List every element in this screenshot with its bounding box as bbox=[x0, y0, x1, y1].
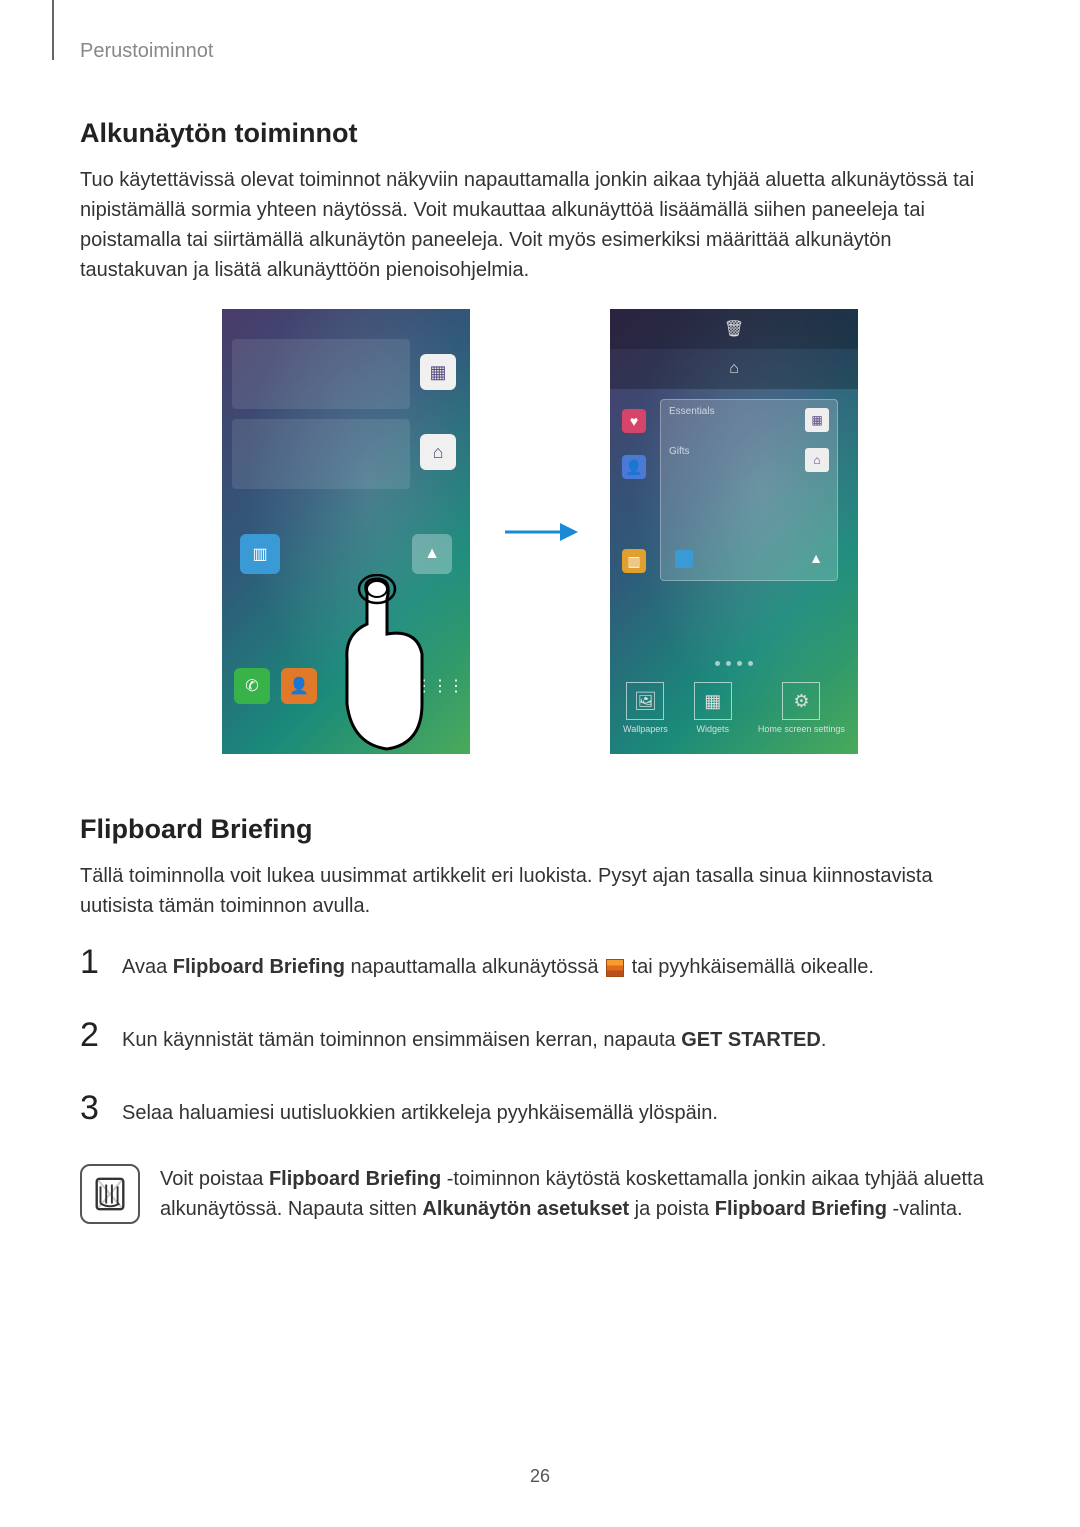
note-text: Voit poistaa Flipboard Briefing -toiminn… bbox=[160, 1164, 1000, 1224]
step-text: Selaa haluamiesi uutisluokkien artikkele… bbox=[122, 1098, 1000, 1128]
screenshot-home-edit-mode: 🗑 ⌂ ♥ 👤 ▥ Essentials Gifts ▦ ⌂ ▲ 🖼Wallpa… bbox=[610, 309, 858, 754]
home-settings-button: ⚙Home screen settings bbox=[758, 682, 845, 734]
heading-flipboard-briefing: Flipboard Briefing bbox=[80, 814, 1000, 845]
side-heart-icon: ♥ bbox=[622, 409, 646, 433]
remove-bar: 🗑 bbox=[610, 309, 858, 349]
mini-app-icon bbox=[675, 550, 693, 568]
set-home-bar: ⌂ bbox=[610, 349, 858, 389]
text: Voit poistaa bbox=[160, 1168, 269, 1190]
step-2: 2 Kun käynnistät tämän toiminnon ensimmä… bbox=[80, 1018, 1000, 1055]
screenshot-home-screen: ▦ ⌂ ▥ ▲ ✆ 👤 ⋮⋮⋮ bbox=[222, 309, 470, 754]
paragraph-flipboard-briefing: Tällä toiminnolla voit lukea uusimmat ar… bbox=[80, 861, 1000, 921]
screenshots-row: ▦ ⌂ ▥ ▲ ✆ 👤 ⋮⋮⋮ bbox=[80, 309, 1000, 754]
arrow-right-icon bbox=[500, 517, 580, 547]
finger-tap-illustration bbox=[327, 574, 447, 754]
text: ja poista bbox=[629, 1198, 715, 1220]
label: Widgets bbox=[697, 724, 730, 734]
label: Home screen settings bbox=[758, 724, 845, 734]
text: tai pyyhkäisemällä oikealle. bbox=[626, 956, 874, 978]
step-1: 1 Avaa Flipboard Briefing napauttamalla … bbox=[80, 945, 1000, 982]
home-edit-options: 🖼Wallpapers ▦Widgets ⚙Home screen settin… bbox=[610, 682, 858, 734]
note-icon bbox=[80, 1164, 140, 1224]
home-panel-preview: Essentials Gifts ▦ ⌂ ▲ bbox=[660, 399, 838, 581]
panel-label: Essentials bbox=[669, 406, 715, 417]
heading-home-screen-options: Alkunäytön toiminnot bbox=[80, 118, 1000, 149]
widget-drag-icon: ⌂ bbox=[420, 434, 456, 470]
flipboard-icon bbox=[606, 959, 624, 977]
side-person-icon: 👤 bbox=[622, 455, 646, 479]
step-text: Avaa Flipboard Briefing napauttamalla al… bbox=[122, 952, 1000, 982]
phone-icon: ✆ bbox=[234, 668, 270, 704]
mini-widget-icon: ⌂ bbox=[805, 448, 829, 472]
text: Avaa bbox=[122, 956, 173, 978]
text-bold: Flipboard Briefing bbox=[715, 1198, 887, 1220]
text: napauttamalla alkunäytössä bbox=[345, 956, 604, 978]
text: Kun käynnistät tämän toiminnon ensimmäis… bbox=[122, 1029, 681, 1051]
step-text: Kun käynnistät tämän toiminnon ensimmäis… bbox=[122, 1025, 1000, 1055]
text-bold: Flipboard Briefing bbox=[173, 956, 345, 978]
note-box: Voit poistaa Flipboard Briefing -toiminn… bbox=[80, 1164, 1000, 1224]
side-gallery-icon: ▥ bbox=[622, 549, 646, 573]
wallpapers-button: 🖼Wallpapers bbox=[623, 682, 668, 734]
text-bold: GET STARTED bbox=[681, 1029, 821, 1051]
widget-drag-icon: ▦ bbox=[420, 354, 456, 390]
step-3: 3 Selaa haluamiesi uutisluokkien artikke… bbox=[80, 1091, 1000, 1128]
step-number: 1 bbox=[80, 945, 104, 979]
manual-page: Perustoiminnot Alkunäytön toiminnot Tuo … bbox=[0, 0, 1080, 1527]
step-number: 2 bbox=[80, 1018, 104, 1052]
widget-card bbox=[232, 419, 410, 489]
page-indicator bbox=[610, 661, 858, 666]
paragraph-home-screen-options: Tuo käytettävissä olevat toiminnot näkyv… bbox=[80, 165, 1000, 285]
label: Wallpapers bbox=[623, 724, 668, 734]
mini-app-icon: ▲ bbox=[809, 550, 823, 566]
page-side-rule bbox=[52, 0, 54, 60]
text: -valinta. bbox=[887, 1198, 963, 1220]
panel-label: Gifts bbox=[669, 446, 690, 457]
mini-widget-icon: ▦ bbox=[805, 408, 829, 432]
text-bold: Alkunäytön asetukset bbox=[422, 1198, 629, 1220]
numbered-steps: 1 Avaa Flipboard Briefing napauttamalla … bbox=[80, 945, 1000, 1128]
app-icon: ▲ bbox=[412, 534, 452, 574]
widget-card bbox=[232, 339, 410, 409]
step-number: 3 bbox=[80, 1091, 104, 1125]
page-number: 26 bbox=[0, 1466, 1080, 1487]
text-bold: Flipboard Briefing bbox=[269, 1168, 441, 1190]
contacts-icon: 👤 bbox=[281, 668, 317, 704]
breadcrumb: Perustoiminnot bbox=[80, 40, 1000, 63]
widgets-button: ▦Widgets bbox=[694, 682, 732, 734]
app-icon: ▥ bbox=[240, 534, 280, 574]
text: . bbox=[821, 1029, 827, 1051]
